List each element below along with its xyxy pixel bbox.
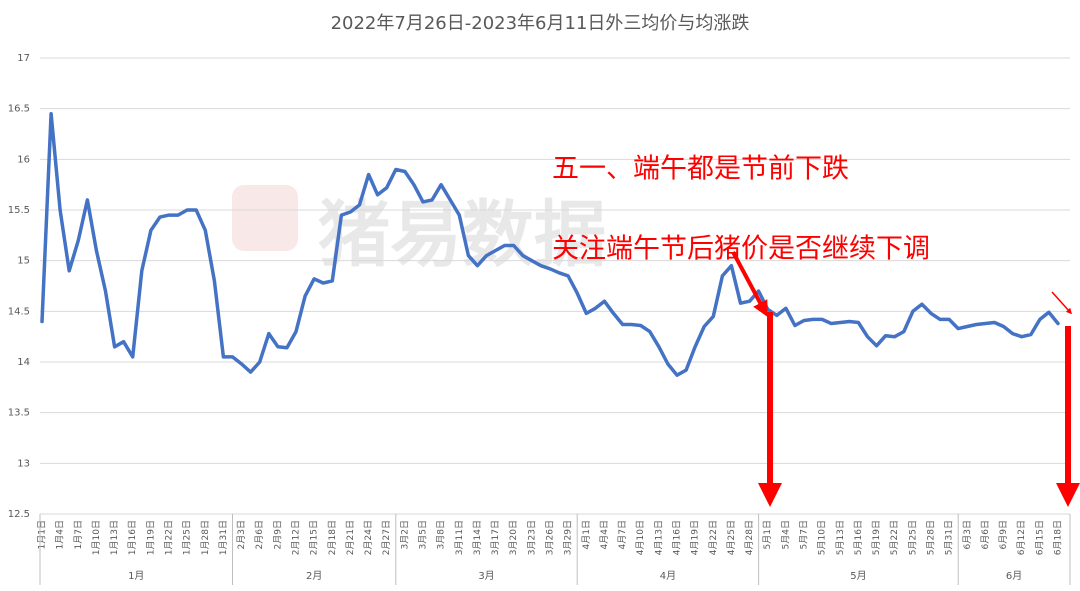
x-group-label: 2月: [306, 570, 322, 582]
y-tick-label: 14: [17, 357, 30, 368]
x-tick-label: 2月6日: [254, 520, 265, 549]
x-tick-label: 6月15日: [1034, 520, 1045, 555]
x-tick-label: 4月19日: [690, 520, 701, 555]
x-tick-label: 2月15日: [309, 520, 320, 555]
x-tick-label: 2月27日: [381, 520, 392, 555]
watermark-logo: [232, 185, 298, 251]
x-tick-label: 3月8日: [436, 520, 447, 549]
x-tick-label: 4月7日: [617, 520, 628, 549]
data-line: [40, 111, 1060, 377]
y-tick-label: 14.5: [8, 306, 30, 317]
x-tick-label: 1月16日: [127, 520, 138, 555]
arrow: [731, 251, 768, 318]
x-tick-label: 3月5日: [418, 520, 429, 549]
x-tick-label: 5月13日: [835, 520, 846, 555]
x-tick-label: 1月4日: [55, 520, 66, 549]
y-tick-label: 13.5: [8, 408, 30, 419]
x-tick-label: 3月17日: [490, 520, 501, 555]
x-tick-label: 5月22日: [889, 520, 900, 555]
x-tick-label: 1月7日: [73, 520, 84, 549]
x-tick-label: 1月25日: [182, 520, 193, 555]
chart-title: 2022年7月26日-2023年6月11日外三均价与均涨跌: [331, 13, 750, 34]
x-tick-label: 2月9日: [272, 520, 283, 549]
x-tick-label: 5月19日: [871, 520, 882, 555]
y-tick-label: 17: [17, 53, 30, 64]
x-tick-label: 6月6日: [980, 520, 991, 549]
x-group-label: 5月: [850, 570, 866, 582]
x-tick-label: 6月3日: [962, 520, 973, 549]
arrow: [1051, 291, 1073, 315]
y-tick-label: 15.5: [8, 205, 30, 216]
x-tick-label: 1月13日: [109, 520, 120, 555]
x-tick-label: 2月12日: [291, 520, 302, 555]
x-tick-label: 1月31日: [218, 520, 229, 555]
x-tick-label: 4月16日: [672, 520, 683, 555]
y-tick-label: 16: [17, 154, 30, 165]
x-tick-label: 3月23日: [526, 520, 537, 555]
x-tick-label: 5月31日: [944, 520, 955, 555]
annotation: 五一、端午都是节前下跌: [552, 154, 849, 185]
x-tick-label: 3月14日: [472, 520, 483, 555]
x-tick-label: 2月3日: [236, 520, 247, 549]
x-tick-label: 3月20日: [508, 520, 519, 555]
x-tick-label: 2月18日: [327, 520, 338, 555]
x-tick-label: 3月2日: [399, 520, 410, 549]
x-tick-label: 4月28日: [744, 520, 755, 555]
x-tick-label: 3月11日: [454, 520, 465, 555]
x-tick-label: 5月4日: [780, 520, 791, 549]
x-tick-label: 5月28日: [926, 520, 937, 555]
x-tick-label: 6月18日: [1053, 520, 1064, 555]
x-tick-label: 2月24日: [363, 520, 374, 555]
x-tick-label: 5月10日: [817, 520, 828, 555]
x-tick-label: 6月9日: [998, 520, 1009, 549]
x-tick-label: 1月22日: [164, 520, 175, 555]
x-tick-label: 1月1日: [37, 520, 48, 549]
x-group-label: 4月: [660, 570, 676, 582]
x-tick-label: 5月16日: [853, 520, 864, 555]
x-tick-label: 4月25日: [726, 520, 737, 555]
plot-area: 12.5 13 13.5 14 14.5 15 15.5 16 16.5 17 1月1日 1月4日 1月…: [8, 53, 1071, 585]
x-tick-label: 4月1日: [581, 520, 592, 549]
x-tick-label: 5月25日: [907, 520, 918, 555]
annotation: 关注端午节后猪价是否继续下调: [552, 234, 930, 265]
x-group-label: 6月: [1006, 570, 1022, 582]
x-tick-label: 1月10日: [91, 520, 102, 555]
y-tick-label: 12.5: [8, 509, 30, 520]
x-tick-label: 3月26日: [545, 520, 556, 555]
x-tick-label: 1月28日: [200, 520, 211, 555]
x-tick-label: 4月13日: [653, 520, 664, 555]
y-tick-label: 13: [17, 458, 30, 469]
x-tick-label: 1月19日: [145, 520, 156, 555]
x-tick-label: 3月29日: [563, 520, 574, 555]
x-tick-label: 4月10日: [635, 520, 646, 555]
x-tick-label: 5月7日: [799, 520, 810, 549]
x-group-label: 1月: [128, 570, 144, 582]
y-tick-label: 15: [17, 256, 30, 267]
x-tick-label: 6月12日: [1016, 520, 1027, 555]
x-tick-label: 4月4日: [599, 520, 610, 549]
y-tick-label: 16.5: [8, 104, 30, 115]
x-tick-label: 5月1日: [762, 520, 773, 549]
x-tick-label: 2月21日: [345, 520, 356, 555]
x-tick-label: 4月22日: [708, 520, 719, 555]
x-group-label: 3月: [478, 570, 494, 582]
